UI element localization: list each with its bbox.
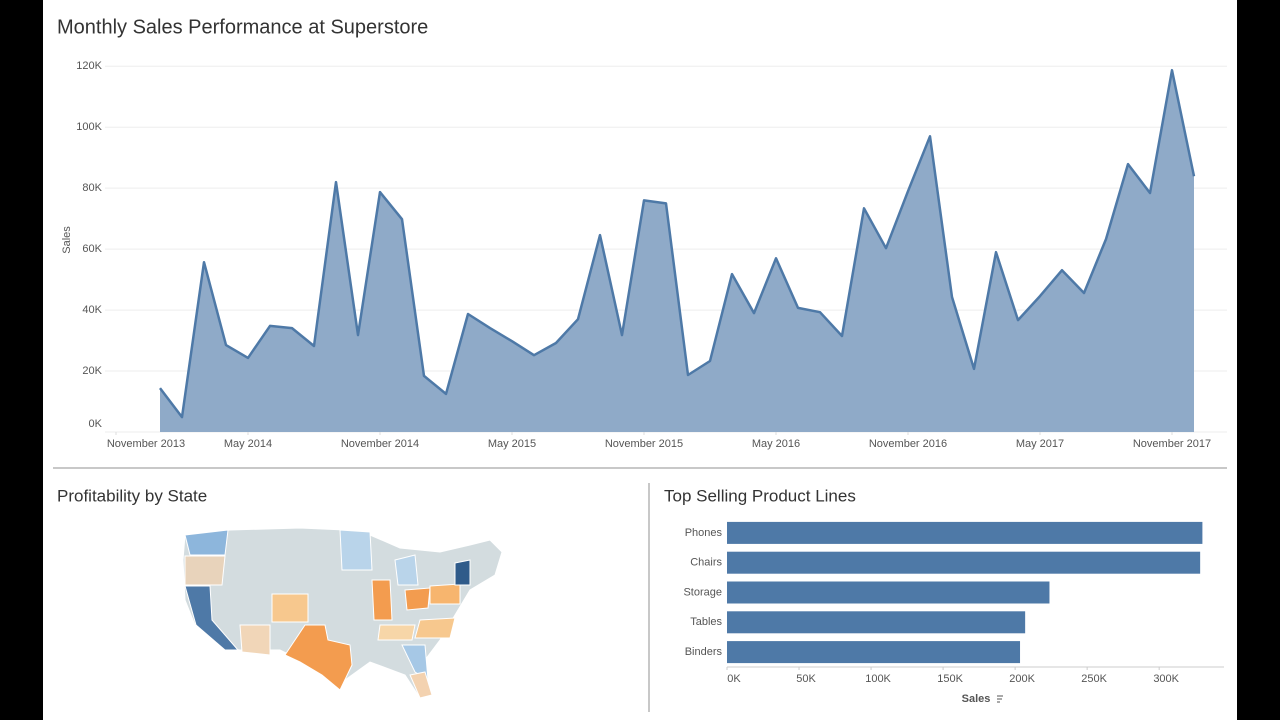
state — [377, 624, 416, 641]
line — [159, 68, 1196, 419]
state — [404, 587, 431, 611]
state — [184, 529, 229, 556]
x-tick-label: May 2017 — [1016, 438, 1064, 450]
x-tick-label: November 2014 — [341, 438, 419, 450]
state — [184, 585, 240, 651]
state — [284, 624, 353, 691]
state — [339, 529, 373, 571]
x-tick-label: 0K — [727, 673, 741, 685]
category-label: Phones — [685, 527, 723, 539]
y-tick-label: 60K — [82, 243, 102, 255]
x-tick-label: November 2017 — [1133, 438, 1211, 450]
state — [409, 671, 433, 699]
state — [371, 579, 393, 621]
state — [394, 554, 419, 586]
us-map — [182, 527, 503, 699]
state — [429, 583, 461, 605]
y-tick-label: 0K — [89, 418, 103, 430]
x-tick-label: November 2015 — [605, 438, 683, 450]
x-tick-label: November 2013 — [107, 438, 185, 450]
state — [414, 617, 456, 639]
y-tick-label: 120K — [76, 60, 102, 72]
state — [401, 644, 429, 681]
map-title: Profitability by State — [57, 486, 207, 505]
x-tick-label: May 2016 — [752, 438, 800, 450]
bar — [727, 611, 1026, 634]
category-label: Binders — [685, 646, 723, 658]
category-label: Chairs — [690, 557, 722, 569]
state — [184, 555, 226, 586]
y-axis-title: Sales — [61, 226, 73, 254]
x-tick-label: May 2015 — [488, 438, 536, 450]
bar — [727, 521, 1203, 544]
y-tick-label: 40K — [82, 304, 102, 316]
category-label: Storage — [683, 586, 722, 598]
x-tick-label: 200K — [1009, 673, 1035, 685]
letterbox-right — [1237, 0, 1280, 720]
x-axis-title: Sales — [962, 693, 991, 705]
bar — [727, 581, 1050, 604]
x-tick-label: 50K — [796, 673, 816, 685]
x-tick-label: May 2014 — [224, 438, 272, 450]
x-tick-label: 300K — [1153, 673, 1179, 685]
x-tick-label: 100K — [865, 673, 891, 685]
state — [454, 559, 471, 586]
bar — [727, 641, 1021, 664]
category-label: Tables — [690, 616, 722, 628]
bar-title: Top Selling Product Lines — [664, 486, 856, 505]
x-tick-label: 250K — [1081, 673, 1107, 685]
y-tick-label: 80K — [82, 182, 102, 194]
letterbox-left — [0, 0, 43, 720]
chart-title: Monthly Sales Performance at Superstore — [57, 16, 428, 38]
bar — [727, 551, 1201, 574]
y-tick-label: 20K — [82, 365, 102, 377]
state — [239, 624, 271, 656]
state — [271, 593, 309, 623]
y-tick-label: 100K — [76, 121, 102, 133]
x-tick-label: November 2016 — [869, 438, 947, 450]
x-tick-label: 150K — [937, 673, 963, 685]
